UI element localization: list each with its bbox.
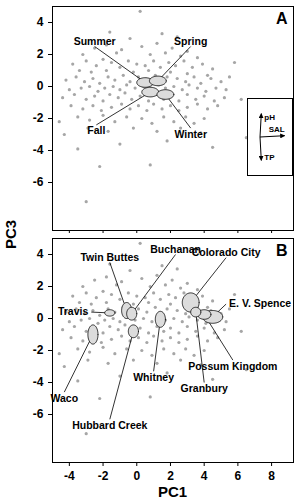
svg-text:2: 2 — [37, 279, 44, 293]
html-text:PC1: PC1 — [157, 483, 188, 500]
svg-text:Waco: Waco — [50, 392, 78, 404]
html-text:PC3: PC3 — [1, 219, 19, 250]
svg-text:4: 4 — [37, 247, 44, 261]
svg-text:2: 2 — [167, 469, 174, 483]
svg-text:B: B — [276, 242, 288, 259]
svg-text:Fall: Fall — [87, 124, 105, 136]
svg-text:Winter: Winter — [174, 128, 207, 140]
svg-text:-6: -6 — [33, 407, 44, 421]
svg-text:pH: pH — [264, 113, 275, 122]
svg-text:0: 0 — [133, 469, 140, 483]
svg-text:-4: -4 — [33, 143, 44, 157]
svg-text:TP: TP — [264, 153, 275, 162]
svg-text:0: 0 — [37, 79, 44, 93]
svg-text:A: A — [276, 10, 288, 27]
svg-text:6: 6 — [235, 469, 242, 483]
svg-text:-4: -4 — [64, 469, 75, 483]
svg-text:-2: -2 — [33, 343, 44, 357]
svg-text:SAL: SAL — [269, 125, 285, 134]
svg-text:Buchanan: Buchanan — [150, 242, 201, 255]
svg-text:-2: -2 — [33, 111, 44, 125]
svg-text:4: 4 — [37, 15, 44, 29]
svg-text:Whitney: Whitney — [133, 371, 174, 383]
svg-text:Summer: Summer — [74, 35, 116, 47]
svg-text:-6: -6 — [33, 175, 44, 189]
svg-text:Colorado City: Colorado City — [192, 246, 261, 258]
svg-text:4: 4 — [201, 469, 208, 483]
svg-text:Travis: Travis — [58, 305, 89, 317]
svg-text:-4: -4 — [33, 375, 44, 389]
svg-text:Possum Kingdom: Possum Kingdom — [188, 360, 277, 372]
svg-text:-2: -2 — [98, 469, 109, 483]
svg-text:8: 8 — [268, 469, 275, 483]
svg-text:Spring: Spring — [174, 35, 207, 47]
svg-text:Hubbard Creek: Hubbard Creek — [72, 419, 147, 431]
svg-text:2: 2 — [37, 47, 44, 61]
svg-text:0: 0 — [37, 311, 44, 325]
svg-text:E. V. Spence: E. V. Spence — [229, 297, 291, 309]
svg-text:Granbury: Granbury — [181, 382, 228, 394]
svg-text:Twin Buttes: Twin Buttes — [80, 251, 139, 263]
